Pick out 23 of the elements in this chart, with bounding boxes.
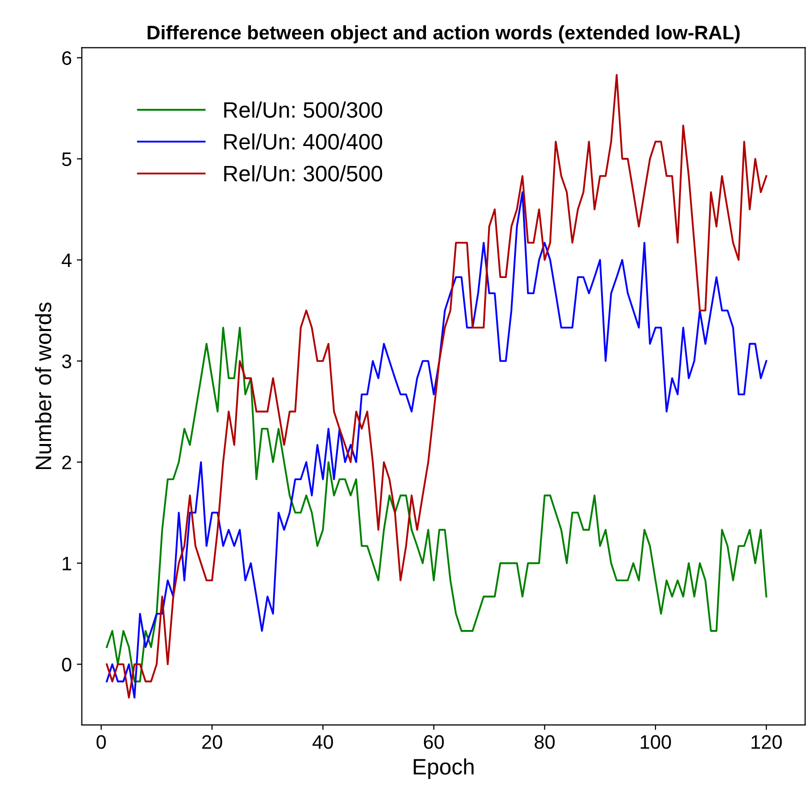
y-tick-label: 3 [62,354,72,368]
legend-label: Rel/Un: 400/400 [224,133,382,150]
x-tick-label: 60 [424,735,444,749]
y-tick-label: 6 [62,51,72,65]
y-tick-label: 0 [62,658,72,672]
x-tick-label: 120 [752,735,782,749]
x-axis-title: Epoch [414,758,474,780]
y-tick-label: 1 [62,556,72,570]
x-tick-label: 40 [312,735,333,749]
chart-title: Difference between object and action words (extended low-RAL) [148,25,740,44]
x-tick-label: 100 [640,735,671,749]
x-tick-label: 20 [202,735,222,749]
x-tick-label: 0 [96,735,106,749]
line-series [106,74,768,699]
y-tick-label: 5 [62,152,72,166]
y-tick-label: 4 [62,254,72,267]
x-tick-label: 80 [534,735,555,749]
legend-label: Rel/Un: 300/500 [224,165,382,182]
y-axis-title: Number of words [35,302,52,470]
line-series [106,191,768,699]
y-tick-label: 2 [62,456,72,470]
line-series [106,326,768,682]
legend-label: Rel/Un: 500/300 [224,102,382,118]
